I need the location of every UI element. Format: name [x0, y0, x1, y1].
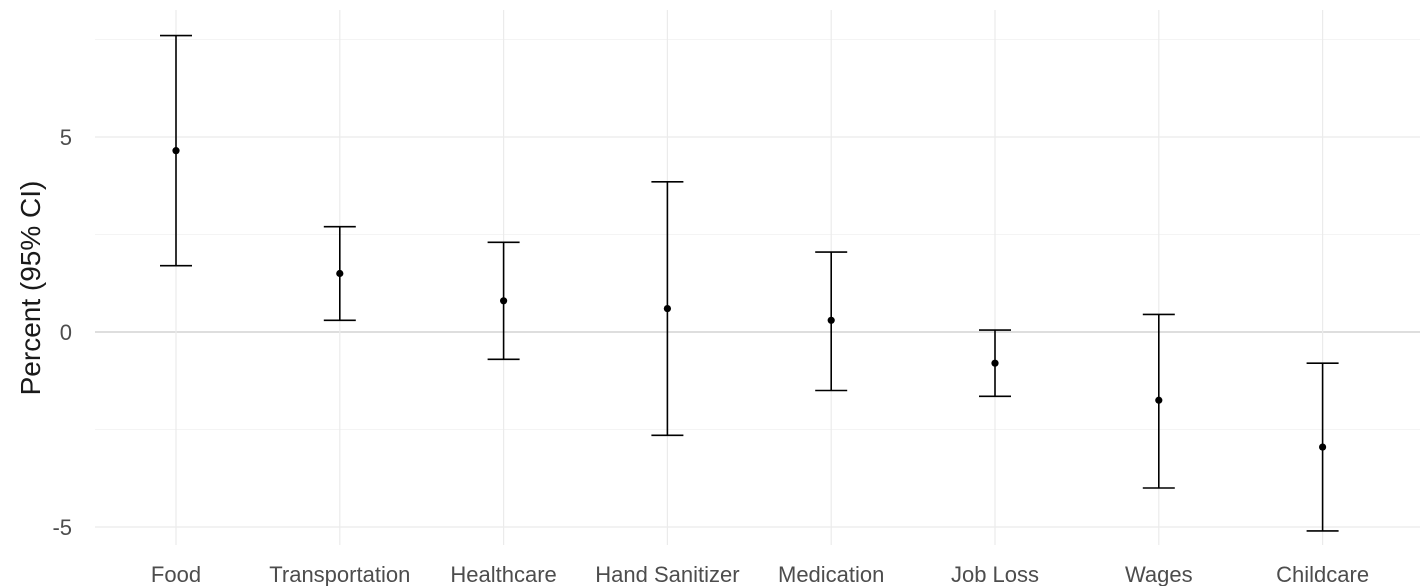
error-bar-group	[487, 241, 520, 361]
point-estimate	[336, 269, 344, 278]
x-tick-label: Wages	[1125, 562, 1193, 586]
error-bar-group	[651, 181, 684, 437]
error-bar-group	[979, 329, 1011, 398]
y-tick-label: 5	[60, 125, 72, 150]
error-bar-group	[323, 225, 356, 322]
error-bars	[160, 34, 1339, 532]
x-tick-label: Hand Sanitizer	[595, 562, 739, 586]
x-tick-label: Food	[151, 562, 201, 586]
x-tick-label: Medication	[778, 562, 884, 586]
x-tick-label: Job Loss	[951, 562, 1039, 586]
y-tick-label: -5	[52, 515, 72, 540]
point-estimate	[663, 305, 672, 313]
y-axis-ticks: -5 0 5	[52, 125, 72, 540]
error-bar-group	[1306, 362, 1339, 532]
y-axis-title: Percent (95% CI)	[15, 181, 46, 396]
point-estimate	[500, 297, 508, 305]
point-estimate	[827, 316, 835, 324]
error-bar-group	[1142, 313, 1175, 489]
x-tick-label: Transportation	[269, 562, 410, 586]
point-estimate	[991, 359, 999, 367]
error-bar-group	[815, 251, 848, 392]
point-estimate	[172, 147, 180, 155]
y-tick-label: 0	[60, 320, 72, 345]
point-estimate	[1319, 443, 1327, 451]
point-estimate	[1155, 396, 1163, 404]
x-axis-ticks: Food Transportation Healthcare Hand Sanitiz…	[151, 562, 1369, 586]
x-tick-label: Childcare	[1276, 562, 1369, 586]
error-bar-group	[160, 34, 192, 267]
x-tick-label: Healthcare	[450, 562, 556, 586]
grid-layer	[95, 10, 1420, 545]
